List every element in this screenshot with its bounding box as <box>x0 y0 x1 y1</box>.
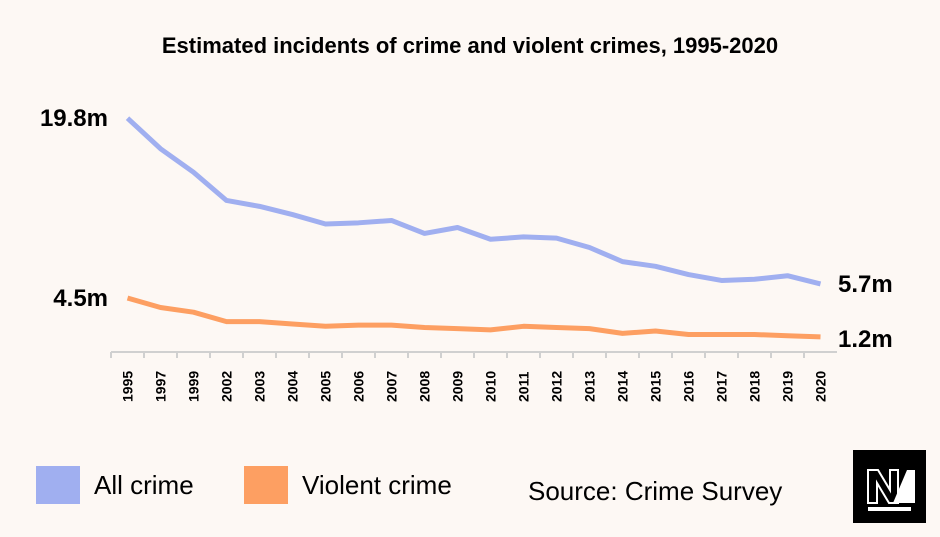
x-tick-label: 2018 <box>747 371 763 402</box>
series-line-violent-crime <box>126 295 821 340</box>
x-tick-label: 2011 <box>516 371 532 402</box>
x-tick-label: 2002 <box>219 371 235 402</box>
x-tick-label: 1995 <box>120 371 136 402</box>
series-line-all-crime <box>125 116 822 287</box>
start-value-label: 4.5m <box>53 285 108 312</box>
x-tick-label: 2003 <box>252 371 268 402</box>
legend-swatch-all-crime <box>36 466 80 504</box>
x-tick-label: 2009 <box>450 371 466 402</box>
x-tick-label: 2005 <box>318 371 334 402</box>
x-tick-label: 2020 <box>813 371 829 402</box>
x-tick-label: 2010 <box>483 371 499 402</box>
legend-all-crime: All crime <box>36 466 194 504</box>
legend-label: All crime <box>94 469 194 500</box>
end-value-label: 1.2m <box>838 326 893 353</box>
newsmakers-logo-icon <box>853 450 926 523</box>
x-tick-label: 1997 <box>153 371 169 402</box>
legend-swatch-violent-crime <box>244 466 288 504</box>
x-tick-label: 2006 <box>351 371 367 402</box>
legend-label: Violent crime <box>302 469 452 500</box>
line-chart: 1995 1997 1999 2002 2003 2004 2005 2006 2007 2008… <box>40 105 893 402</box>
start-value-label: 19.8m <box>40 105 108 132</box>
x-tick-label: 2017 <box>714 371 730 402</box>
x-tick-label: 2014 <box>615 371 631 402</box>
legend-violent-crime: Violent crime <box>244 466 452 504</box>
x-tick-label: 2004 <box>285 371 301 402</box>
chart-title: Estimated incidents of crime and violent… <box>161 33 779 58</box>
x-tick-label: 2007 <box>384 371 400 402</box>
end-value-label: 5.7m <box>838 271 893 298</box>
x-tick-label: 2008 <box>417 371 433 402</box>
x-tick-label: 2016 <box>681 371 697 402</box>
source-note: Source: Crime Survey <box>528 476 783 506</box>
x-tick-label: 2013 <box>582 371 598 402</box>
x-tick-label: 2012 <box>549 371 565 402</box>
x-tick-label: 2015 <box>648 371 664 402</box>
x-tick-label: 2019 <box>780 371 796 402</box>
x-tick-label: 1999 <box>186 371 202 402</box>
